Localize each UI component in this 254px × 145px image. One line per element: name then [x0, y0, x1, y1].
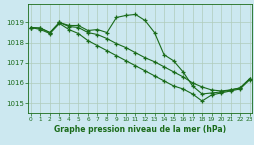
- X-axis label: Graphe pression niveau de la mer (hPa): Graphe pression niveau de la mer (hPa): [54, 125, 226, 134]
